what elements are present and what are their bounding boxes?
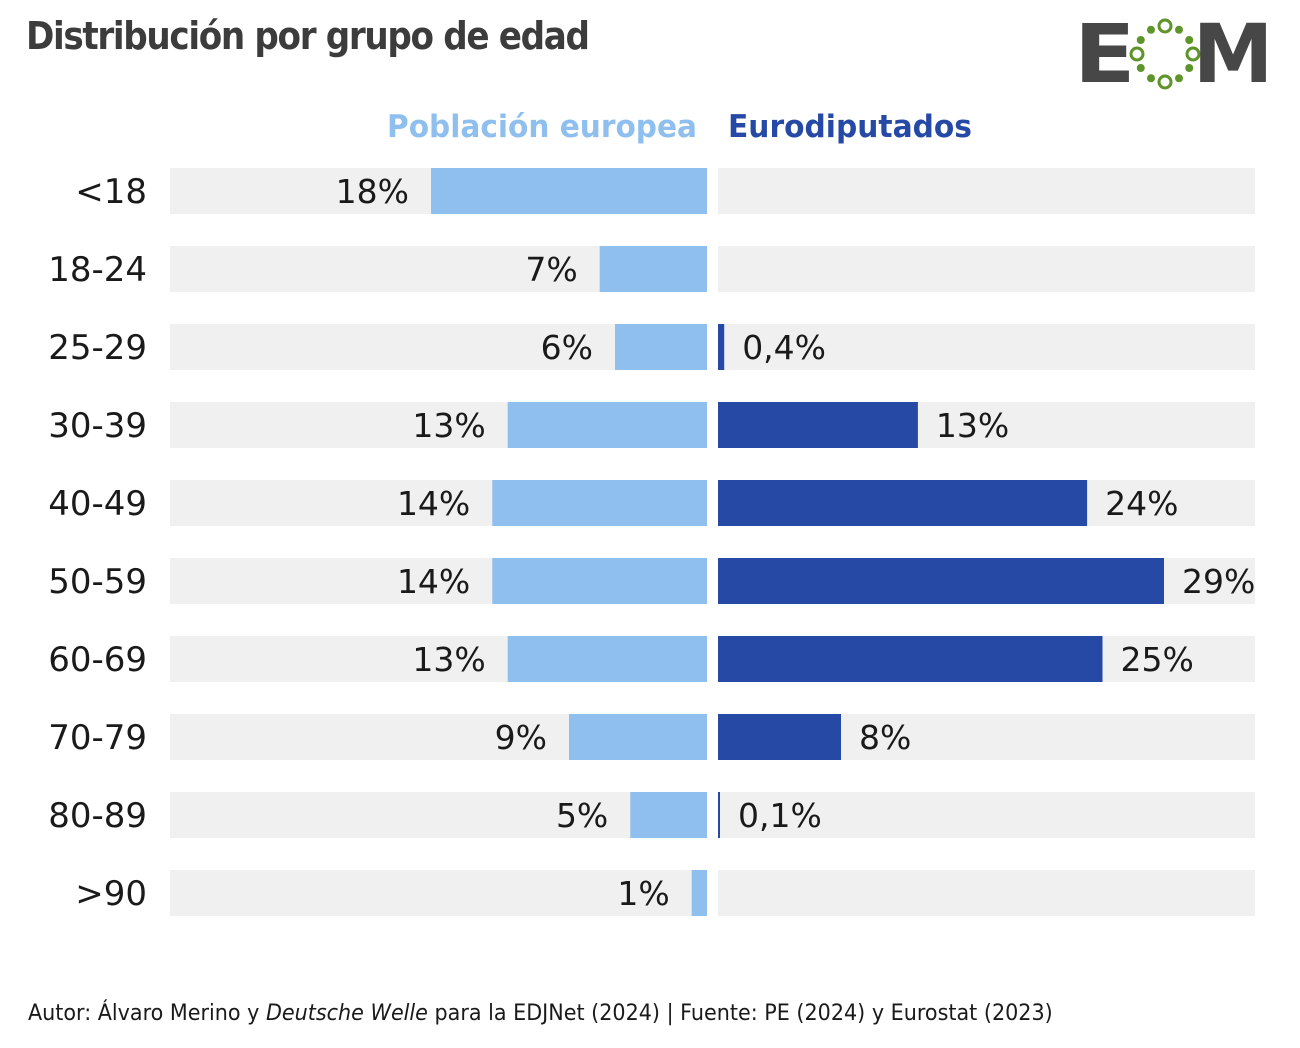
category-label: 25-29 xyxy=(48,328,147,368)
bar-poblacion xyxy=(507,402,707,448)
bar-poblacion xyxy=(507,636,707,682)
bar-poblacion xyxy=(492,558,707,604)
bar-eurodiputados xyxy=(718,558,1164,604)
bar-eurodiputados xyxy=(718,714,841,760)
bar-poblacion xyxy=(492,480,707,526)
logo-dot xyxy=(1175,74,1183,83)
value-label-poblacion: 13% xyxy=(412,640,485,679)
footer-author: Autor: Álvaro Merino y xyxy=(28,1000,266,1026)
category-label: >90 xyxy=(75,874,147,914)
bar-poblacion xyxy=(630,792,707,838)
logo-dot xyxy=(1175,25,1183,34)
value-label-poblacion: 14% xyxy=(397,562,470,601)
track-left xyxy=(170,870,707,916)
chart-rows: <18 18% 18-24 7% 25-29 6% 0,4% 30-39 13% 13% 40-49… xyxy=(48,168,1255,916)
category-label: 30-39 xyxy=(48,406,147,446)
value-label-poblacion: 5% xyxy=(556,796,608,835)
value-label-eurodiputados: 8% xyxy=(859,718,911,757)
bar-poblacion xyxy=(569,714,707,760)
chart-row: 70-79 9% 8% xyxy=(48,714,1255,760)
chart-row: 30-39 13% 13% xyxy=(48,402,1255,448)
value-label-eurodiputados: 0,4% xyxy=(742,328,826,367)
chart-row: 40-49 14% 24% xyxy=(48,480,1255,526)
bar-poblacion xyxy=(615,324,707,370)
value-label-poblacion: 7% xyxy=(525,250,577,289)
bar-poblacion xyxy=(691,870,707,916)
chart-legend: Población europea Eurodiputados xyxy=(387,109,972,145)
logo-dot xyxy=(1185,36,1194,44)
logo-dot xyxy=(1129,46,1145,62)
logo-dot xyxy=(1157,18,1173,34)
value-label-eurodiputados: 24% xyxy=(1105,484,1178,523)
chart-row: 80-89 5% 0,1% xyxy=(48,792,1255,838)
chart-title: Distribución por grupo de edad xyxy=(26,14,590,58)
bar-poblacion xyxy=(431,168,707,214)
bar-poblacion xyxy=(599,246,707,292)
diverging-bar-chart: Población europea Eurodiputados <18 18% 18-… xyxy=(48,109,1255,916)
logo-letter-e: E xyxy=(1074,17,1135,91)
footer-author-italic: Deutsche Welle xyxy=(265,1000,428,1026)
value-label-poblacion: 9% xyxy=(495,718,547,757)
value-label-poblacion: 13% xyxy=(412,406,485,445)
chart-row: 60-69 13% 25% xyxy=(48,636,1255,682)
chart-row: 50-59 14% 29% xyxy=(48,558,1255,604)
bar-eurodiputados xyxy=(718,636,1103,682)
chart-row: 18-24 7% xyxy=(48,246,1255,292)
track-right xyxy=(718,870,1255,916)
track-left xyxy=(170,792,707,838)
track-right xyxy=(718,246,1255,292)
value-label-poblacion: 18% xyxy=(336,172,409,211)
category-label: <18 xyxy=(75,172,147,212)
track-right xyxy=(718,792,1255,838)
value-label-poblacion: 6% xyxy=(541,328,593,367)
value-label-poblacion: 14% xyxy=(397,484,470,523)
legend-item-poblacion: Población europea xyxy=(387,109,697,145)
bar-eurodiputados xyxy=(718,792,720,838)
eom-logo: E M xyxy=(1074,17,1274,91)
logo-dot xyxy=(1136,64,1145,72)
value-label-eurodiputados: 0,1% xyxy=(738,796,822,835)
bar-eurodiputados xyxy=(718,402,918,448)
bar-eurodiputados xyxy=(718,480,1088,526)
value-label-eurodiputados: 29% xyxy=(1182,562,1255,601)
category-label: 50-59 xyxy=(48,562,147,602)
track-right xyxy=(718,168,1255,214)
bar-eurodiputados xyxy=(718,324,725,370)
logo-dot xyxy=(1157,74,1173,90)
logo-dot xyxy=(1147,25,1155,34)
logo-dot xyxy=(1185,64,1194,72)
legend-item-eurodiputados: Eurodiputados xyxy=(728,109,972,145)
chart-row: 25-29 6% 0,4% xyxy=(48,324,1255,370)
category-label: 80-89 xyxy=(48,796,147,836)
category-label: 18-24 xyxy=(48,250,147,290)
source-footer: Autor: Álvaro Merino y Deutsche Welle pa… xyxy=(28,1000,1053,1026)
category-label: 60-69 xyxy=(48,640,147,680)
track-right xyxy=(718,324,1255,370)
value-label-poblacion: 1% xyxy=(617,874,669,913)
chart-row: >90 1% xyxy=(75,870,1255,916)
logo-letter-m: M xyxy=(1193,17,1274,91)
logo-dot xyxy=(1147,74,1155,83)
value-label-eurodiputados: 25% xyxy=(1121,640,1194,679)
value-label-eurodiputados: 13% xyxy=(936,406,1009,445)
footer-source: para la EDJNet (2024) | Fuente: PE (2024… xyxy=(427,1000,1053,1026)
category-label: 70-79 xyxy=(48,718,147,758)
logo-dot xyxy=(1136,36,1145,44)
category-label: 40-49 xyxy=(48,484,147,524)
chart-row: <18 18% xyxy=(75,168,1255,214)
logo-ring-icon xyxy=(1129,18,1201,90)
logo-dot xyxy=(1185,46,1201,62)
